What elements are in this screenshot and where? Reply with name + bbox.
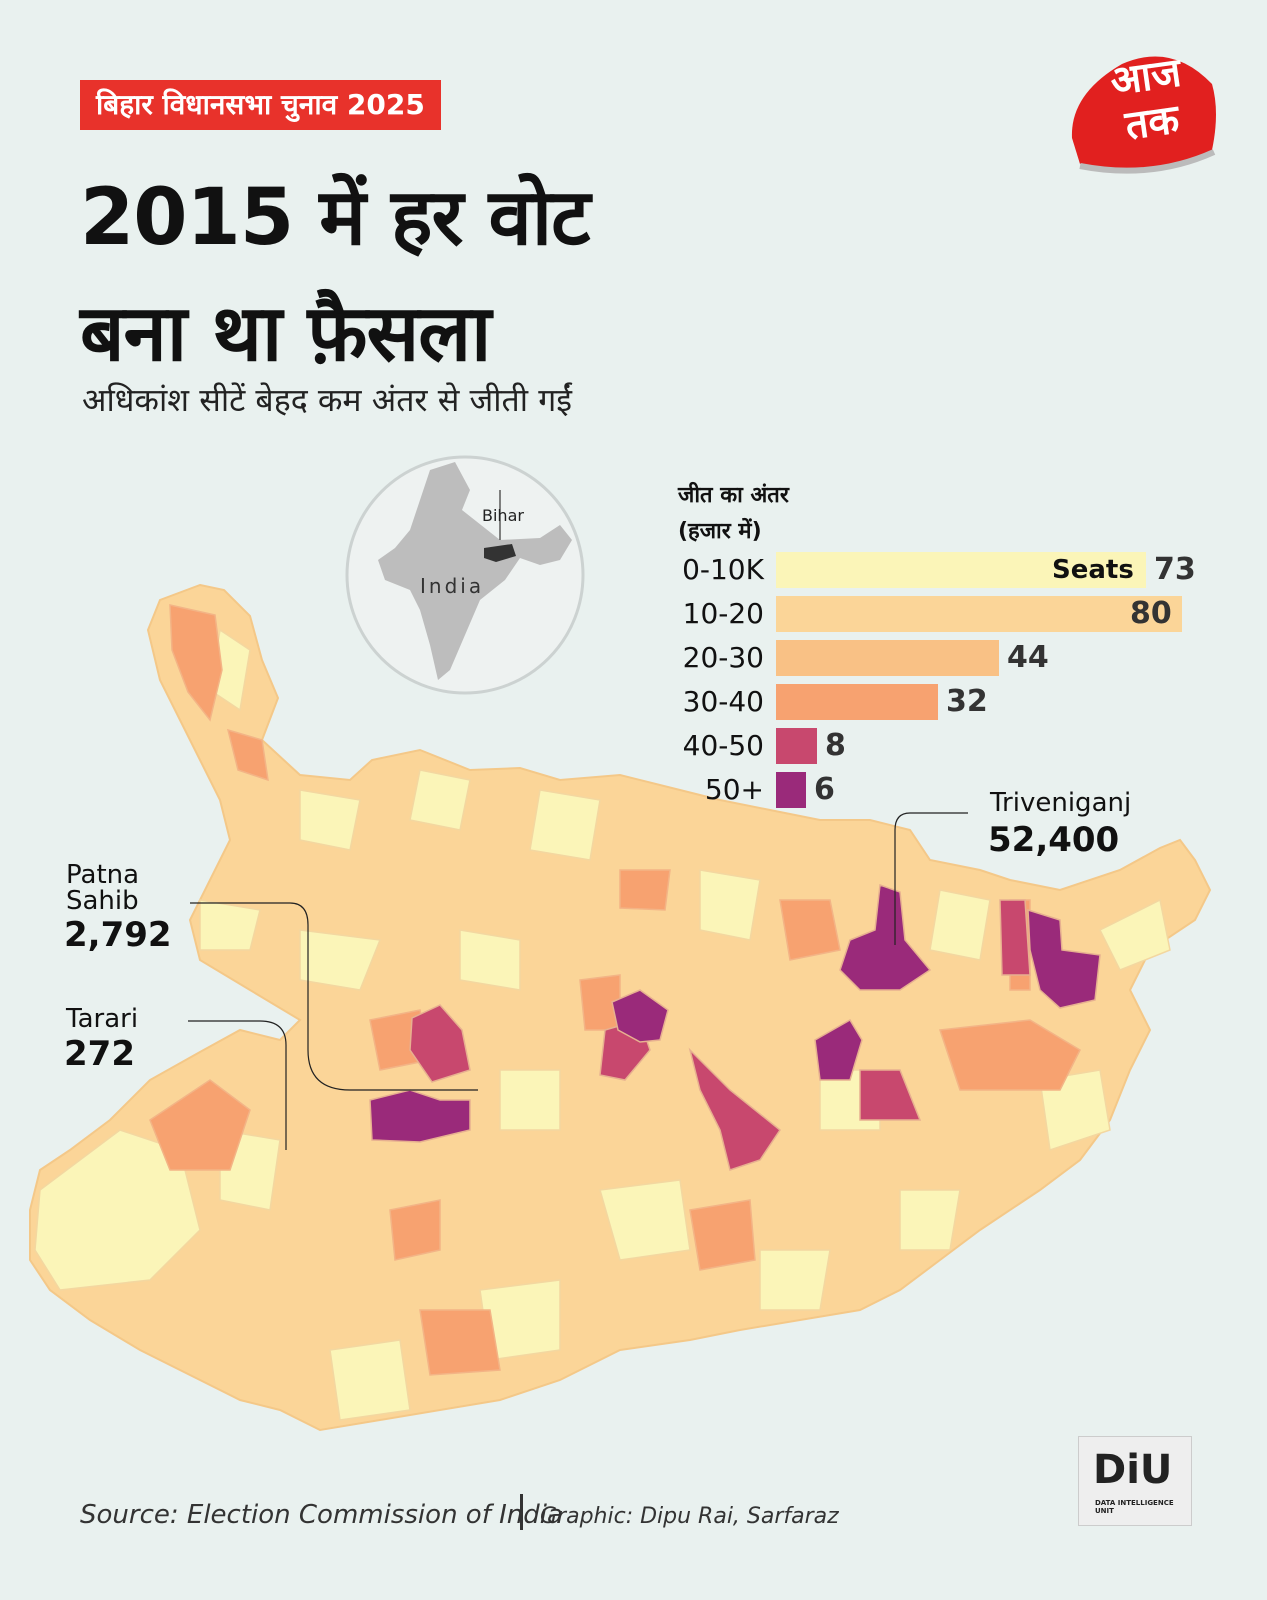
margin-0-10k-regions [34,628,1171,1421]
legend-seat-count: 73 [1154,552,1196,587]
title-line-1: 2015 में हर वोट [80,173,590,263]
legend-range-label: 30-40 [682,685,764,718]
legend-range-label: 10-20 [682,597,764,630]
legend-seat-count: 80 [1130,596,1172,631]
graphic-credit: Graphic: Dipu Rai, Sarfaraz [540,1504,839,1529]
legend-seat-count: 32 [946,684,988,719]
legend-range-label: 0-10K [682,553,764,586]
diu-logo-text: DiU [1093,1447,1173,1493]
legend-row: 30-40 32 [640,682,1240,722]
footer-separator [520,1494,523,1530]
margin-50-plus-regions [369,883,1101,1143]
inset-bihar-label: Bihar [482,506,524,525]
title-line-2: बना था फ़ैसला [80,289,491,379]
legend-seat-count: 8 [825,728,846,763]
legend-bar [776,640,999,676]
inset-india-label: India [420,574,485,598]
legend-bar [776,772,806,808]
legend-row: 10-20 80 [640,594,1240,634]
patna-sahib-name-line-1: Patna [66,860,140,890]
patna-sahib-leader [190,902,478,1091]
legend-row: 0-10K 73 Seats [640,550,1240,590]
patna-sahib-margin: 2,792 [64,915,172,955]
legend-bar [776,684,938,720]
legend-heading-line-1: जीत का अंतर [678,483,789,508]
tarari-name: Tarari [66,1004,139,1034]
legend-heading: जीत का अंतर (हजार में) [678,478,789,550]
triveniganj-leader [894,812,968,945]
page-title: 2015 में हर वोट बना था फ़ैसला [80,160,780,392]
diu-logo-subtext: DATA INTELLIGENCE UNIT [1095,1499,1174,1515]
bihar-choropleth-map [29,455,1212,1432]
page-subtitle: अधिकांश सीटें बेहद कम अंतर से जीती गईं [82,381,572,419]
margin-40-50-regions [409,899,1031,1171]
legend-row: 40-50 8 [640,726,1240,766]
legend-row: 50+ 6 [640,770,1240,810]
source-credit: Source: Election Commission of India [80,1500,563,1530]
annotation-leaders [188,812,968,1150]
aajtak-logo: आज तक [1062,46,1222,174]
legend-range-label: 20-30 [682,641,764,674]
india-inset [345,455,585,695]
legend-row: 20-30 44 [640,638,1240,678]
legend-seat-count: 6 [814,772,835,807]
legend-heading-line-2: (हजार में) [678,519,762,544]
triveniganj-name: Triveniganj [990,788,1132,818]
legend-range-label: 50+ [704,773,764,806]
legend-seat-count: 44 [1007,640,1049,675]
tarari-margin: 272 [64,1034,135,1074]
bihar-locator [484,544,516,562]
legend-range-label: 40-50 [682,729,764,762]
election-tag: बिहार विधानसभा चुनाव 2025 [80,80,441,130]
india-outline [378,462,572,680]
patna-sahib-name-line-2: Sahib [66,886,139,916]
legend-seats-label: Seats [1052,555,1134,585]
diu-logo: DiU DATA INTELLIGENCE UNIT [1078,1436,1192,1526]
legend-bar [776,552,1146,588]
logo-badge-icon [1071,56,1216,174]
tarari-leader [188,1020,287,1150]
triveniganj-margin: 52,400 [988,820,1120,860]
legend-bar [776,596,1182,632]
legend-bar [776,728,817,764]
